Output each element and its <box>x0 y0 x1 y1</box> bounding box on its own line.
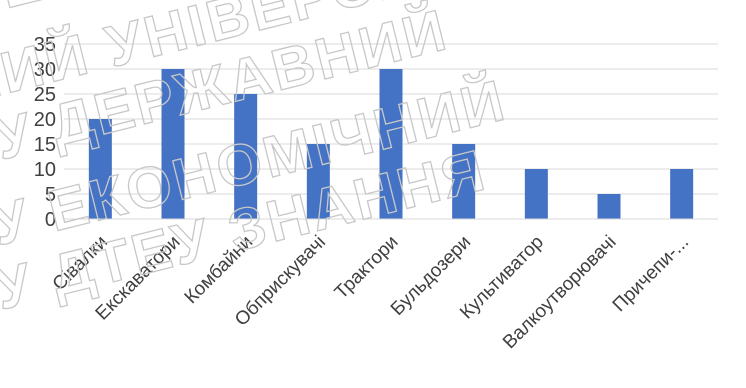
x-category-label: Причепи-... <box>609 232 693 316</box>
bar <box>452 144 476 219</box>
y-tick-label: 35 <box>34 34 56 56</box>
bar <box>524 169 548 219</box>
bar <box>88 119 112 219</box>
bar <box>234 94 258 219</box>
x-category-label: Трактори <box>331 232 403 304</box>
y-tick-label: 0 <box>45 209 56 231</box>
bar <box>597 194 621 219</box>
y-tick-label: 25 <box>34 84 56 106</box>
y-axis-tick-labels: 0 5 10 15 20 25 30 35 <box>34 34 56 231</box>
y-tick-label: 20 <box>34 109 56 131</box>
bar <box>161 69 185 219</box>
y-tick-label: 5 <box>45 184 56 206</box>
y-tick-label: 30 <box>34 59 56 81</box>
bar <box>379 69 403 219</box>
bar <box>670 169 694 219</box>
y-tick-label: 15 <box>34 134 56 156</box>
bars <box>88 69 694 219</box>
bar <box>306 144 330 219</box>
y-tick-label: 10 <box>34 159 56 181</box>
